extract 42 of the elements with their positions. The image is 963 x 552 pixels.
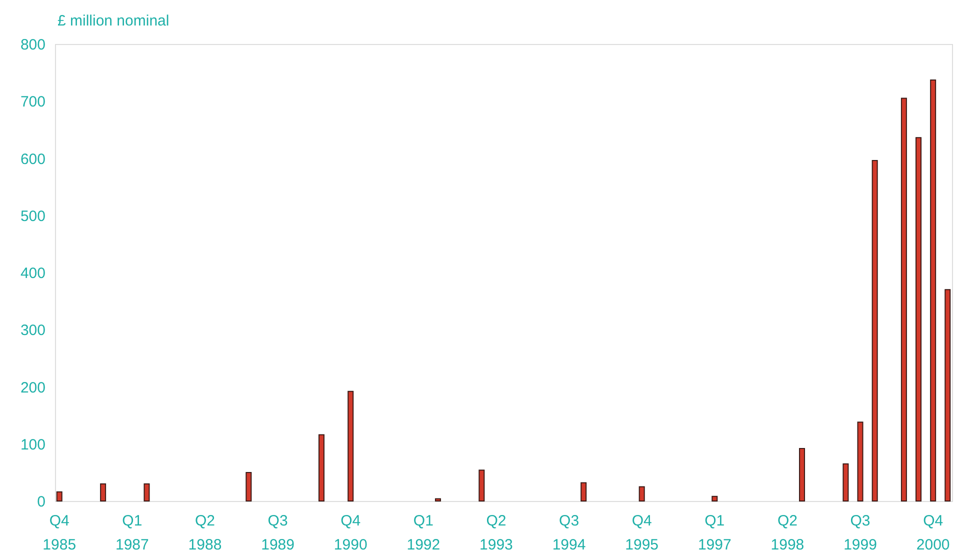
bar [944, 289, 951, 502]
bar [318, 434, 324, 502]
x-tick-label: Q4 1995 [625, 512, 659, 552]
bar [580, 482, 587, 502]
x-tick-label: Q2 1993 [480, 512, 513, 552]
bar [56, 491, 62, 502]
bar [348, 390, 354, 502]
bar [916, 137, 922, 502]
x-tick-label: Q3 1989 [261, 512, 294, 552]
x-tick-label: Q1 1997 [698, 512, 732, 552]
bar [144, 483, 150, 502]
y-tick-label: 0 [37, 494, 46, 510]
y-axis-title: £ million nominal [58, 12, 170, 30]
bar [434, 498, 441, 502]
y-tick-label: 600 [20, 150, 46, 168]
x-tick-label: Q1 1987 [115, 512, 149, 552]
x-tick-label: Q2 1998 [770, 512, 804, 552]
bar [712, 496, 718, 502]
bar [799, 448, 806, 502]
y-tick-label: 300 [20, 322, 46, 340]
y-tick-label: 100 [20, 436, 46, 454]
x-tick-label: Q4 1990 [334, 512, 368, 552]
bar [900, 98, 907, 502]
y-tick-label: 500 [20, 208, 46, 225]
bar [872, 160, 878, 502]
bar [930, 79, 936, 502]
x-tick-label: Q3 1994 [552, 512, 586, 552]
y-tick-label: 400 [20, 265, 46, 282]
x-tick-label: Q3 1999 [844, 512, 877, 552]
x-tick-label: Q4 1985 [42, 512, 76, 552]
y-tick-label: 700 [20, 94, 46, 111]
x-tick-label: Q1 1992 [406, 512, 440, 552]
bar [246, 472, 252, 502]
bar [638, 486, 645, 502]
y-tick-label: 200 [20, 379, 46, 396]
bar [842, 463, 849, 502]
bar [478, 470, 485, 502]
bar [100, 483, 106, 502]
bar [857, 422, 864, 502]
x-tick-label: Q2 1988 [188, 512, 222, 552]
y-tick-label: 800 [20, 36, 46, 54]
x-tick-label: Q4 2000 [916, 512, 950, 552]
